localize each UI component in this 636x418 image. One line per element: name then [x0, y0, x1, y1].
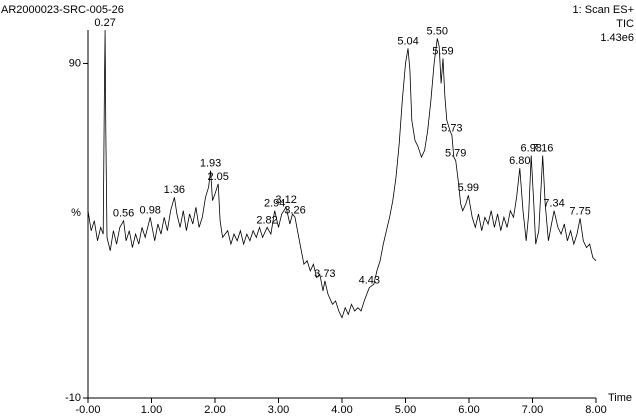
- peak-label: 5.79: [445, 147, 466, 159]
- peak-label: 0.27: [94, 17, 115, 29]
- y-tick-label: -10: [65, 392, 81, 404]
- peak-label: 7.75: [569, 205, 590, 217]
- peak-label: 3.12: [275, 194, 296, 206]
- peak-label: 6.98: [521, 142, 542, 154]
- peak-label: 7.34: [543, 198, 564, 210]
- peak-label: 2.94: [264, 198, 285, 210]
- peak-label: 5.50: [427, 25, 448, 37]
- peak-label: 3.73: [314, 268, 335, 280]
- y-tick-label: 90: [69, 57, 81, 69]
- peak-label: 1.93: [200, 157, 221, 169]
- peak-label: 6.80: [509, 155, 530, 167]
- x-tick-label: 4.00: [331, 404, 352, 416]
- scan-label: 1: Scan ES+: [573, 4, 634, 16]
- x-axis-label: Time: [608, 392, 632, 404]
- x-tick-label: -0.00: [75, 404, 100, 416]
- intensity-label: 1.43e6: [600, 32, 634, 44]
- peak-label: 3.26: [284, 204, 305, 216]
- peak-label: 2.05: [207, 171, 228, 183]
- x-tick-label: 3.00: [268, 404, 289, 416]
- x-tick-label: 6.00: [458, 404, 479, 416]
- peak-label: 2.82: [256, 214, 277, 226]
- peak-label: 0.56: [113, 208, 134, 220]
- peak-label: 5.59: [432, 45, 453, 57]
- peak-label: 5.73: [441, 122, 462, 134]
- peak-label: 5.99: [458, 182, 479, 194]
- x-tick-label: 8.00: [585, 404, 606, 416]
- peak-label: 5.04: [397, 35, 418, 47]
- peak-label: 1.36: [164, 184, 185, 196]
- x-tick-label: 2.00: [204, 404, 225, 416]
- x-tick-label: 5.00: [395, 404, 416, 416]
- chart-title: AR2000023-SRC-005-26: [1, 4, 124, 16]
- tic-trace: [87, 29, 597, 319]
- x-tick-label: 1.00: [141, 404, 162, 416]
- tic-label: TIC: [616, 18, 634, 30]
- peak-label: 7.16: [532, 142, 553, 154]
- y-axis-label: %: [71, 207, 81, 219]
- peak-label: 4.43: [359, 275, 380, 287]
- x-tick-label: 7.00: [522, 404, 543, 416]
- peak-label: 0.98: [140, 204, 161, 216]
